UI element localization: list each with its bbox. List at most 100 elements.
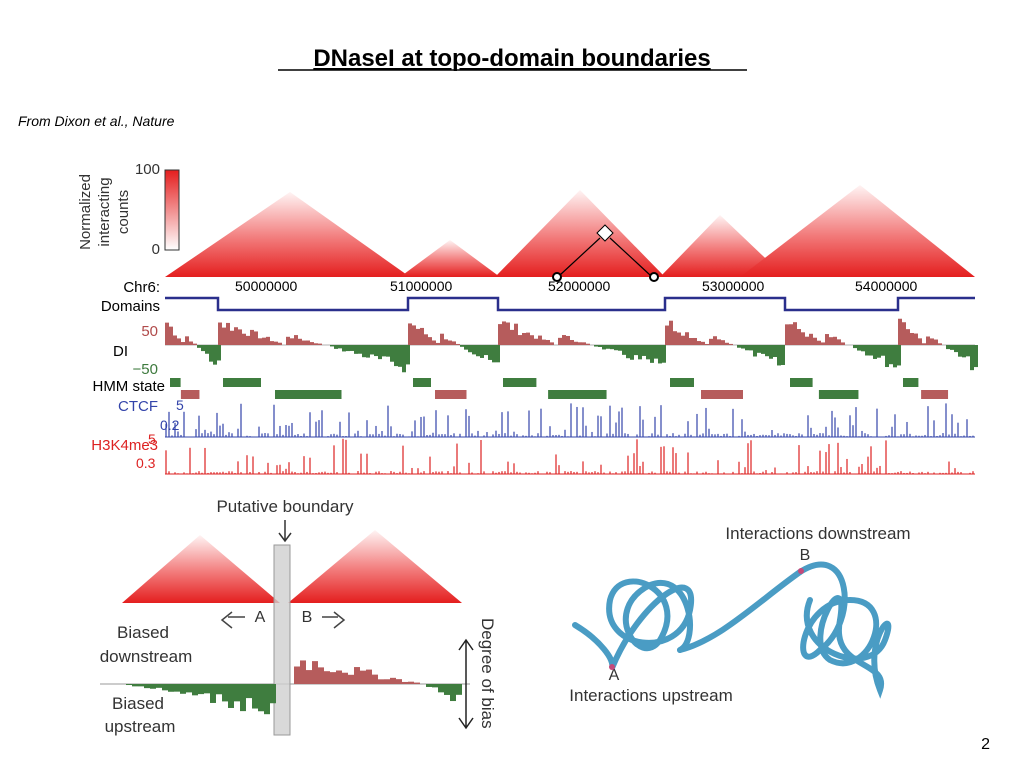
biased-downstream: Biased	[117, 623, 169, 642]
di-bar	[346, 345, 350, 352]
legend-title: Normalized	[77, 174, 94, 250]
loop-b	[797, 561, 892, 699]
di-bar	[302, 340, 306, 345]
label-b: B	[302, 609, 313, 626]
bias-bar	[204, 684, 210, 694]
di-bar	[472, 345, 476, 355]
di-bar	[697, 341, 701, 345]
position-label: 50000000	[235, 278, 298, 294]
di-bar	[638, 345, 642, 360]
bias-bar	[450, 684, 456, 702]
di-bar	[448, 340, 452, 345]
bias-bar	[330, 672, 336, 684]
bias-bar	[144, 684, 150, 689]
di-bar	[213, 345, 217, 365]
di-bar	[534, 338, 538, 345]
bias-bar	[444, 684, 450, 695]
di-bar	[452, 341, 456, 345]
di-bar	[658, 345, 662, 364]
di-bar	[946, 345, 950, 350]
hmm-state	[921, 390, 949, 399]
direction-arrows	[220, 611, 346, 629]
domain-track	[165, 296, 975, 312]
bias-bar	[168, 684, 174, 692]
hmm-state	[275, 390, 342, 399]
bias-arrow	[458, 638, 474, 730]
bias-bar	[210, 684, 216, 703]
point-a: A	[609, 667, 620, 684]
ctcf-min: 0.2	[160, 417, 180, 433]
di-bar	[877, 345, 881, 358]
di-bar	[254, 331, 258, 345]
bias-bar	[270, 684, 276, 704]
di-bar	[857, 345, 861, 351]
di-bar	[606, 345, 610, 349]
di-bar	[885, 345, 889, 368]
di-bar	[801, 332, 805, 345]
di-bar	[488, 345, 492, 360]
heatmap	[122, 535, 280, 603]
position-label: 52000000	[548, 278, 611, 294]
di-bar	[177, 338, 181, 345]
di-bar	[650, 345, 654, 363]
di-bar	[498, 324, 502, 345]
di-bar	[342, 345, 346, 352]
bias-bar	[240, 684, 246, 712]
di-bar	[246, 335, 250, 345]
di-bar	[496, 345, 500, 363]
di-bar	[408, 323, 412, 345]
di-bar	[618, 345, 622, 351]
heatmap-domain	[740, 185, 975, 277]
di-bar	[821, 342, 825, 345]
di-bar	[201, 345, 205, 352]
bias-bar	[384, 679, 390, 684]
di-bar	[873, 345, 877, 359]
hmm-state	[503, 378, 537, 387]
di-bar	[954, 345, 958, 353]
di-bar	[436, 342, 440, 345]
di-bar	[181, 342, 185, 345]
bias-bar	[174, 684, 180, 692]
hmm-state	[903, 378, 919, 387]
di-bar	[713, 336, 717, 345]
di-bar	[837, 339, 841, 345]
hmm-state	[790, 378, 813, 387]
di-bar	[665, 325, 669, 345]
di-bar	[370, 345, 374, 355]
di-bar	[853, 345, 857, 349]
di-bar	[701, 341, 705, 345]
anchor	[649, 272, 659, 282]
di-bar	[274, 341, 278, 345]
di-bar	[681, 335, 685, 345]
di-bar	[825, 334, 829, 345]
di-bar	[484, 345, 488, 356]
di-bar	[869, 345, 873, 356]
bias-bar	[294, 666, 300, 684]
point-b: B	[800, 547, 811, 564]
di-bar	[354, 345, 358, 354]
di-bar	[222, 327, 226, 345]
hmm-state	[548, 390, 607, 399]
di-bar	[761, 345, 765, 354]
di-bar	[570, 339, 574, 345]
di-bar	[889, 345, 893, 365]
di-bar	[502, 321, 506, 345]
legend-title: counts	[115, 190, 132, 234]
di-bar	[205, 345, 209, 354]
di-bar	[958, 345, 962, 357]
di-bar	[673, 331, 677, 345]
di-bar	[974, 345, 978, 368]
bias-bar	[336, 670, 342, 684]
track-label: CTCF	[118, 398, 158, 415]
di-bar	[646, 345, 650, 360]
bias-bar	[432, 684, 438, 688]
bias-bar	[216, 684, 222, 695]
di-bar	[262, 337, 266, 345]
bias-bar	[138, 684, 144, 687]
di-bar	[258, 338, 262, 345]
di-bar	[582, 342, 586, 345]
di-bar	[865, 345, 869, 356]
track-label: HMM state	[92, 378, 165, 395]
bias-bar	[396, 679, 402, 684]
bias-bar	[126, 684, 132, 686]
